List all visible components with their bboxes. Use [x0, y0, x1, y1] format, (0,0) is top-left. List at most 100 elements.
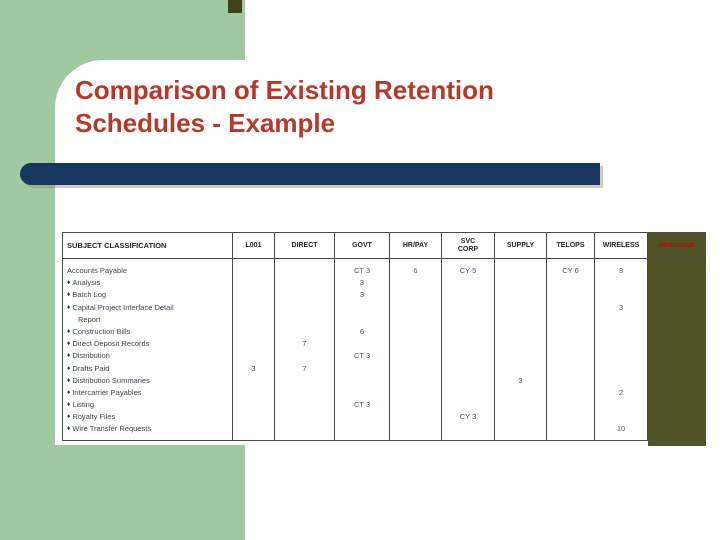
- cell-value-govt: 3: [359, 278, 365, 288]
- cell-value-supply: [495, 289, 546, 301]
- cell-value-proposed: [648, 338, 705, 350]
- cell-value-telops: [547, 350, 594, 362]
- cell-value-hrpay: [390, 387, 441, 399]
- cell-value-direct: [275, 277, 334, 289]
- cell-value-wireless: 3: [618, 266, 624, 275]
- cell-value-l001: [233, 302, 274, 314]
- cell-value-wireless: [595, 350, 647, 362]
- cell-value-svc: [442, 289, 494, 301]
- subject-item: ♦ Drafts Paid: [63, 363, 232, 375]
- cell-value-govt: 3: [359, 290, 365, 300]
- cell-value-telops: [547, 277, 594, 289]
- subject-label: Batch Log: [72, 290, 107, 300]
- diamond-bullet-icon: ♦: [67, 303, 71, 311]
- cell-value-direct: 7: [302, 363, 307, 373]
- column-header-govt: GOVT: [335, 233, 390, 259]
- subject-label: Direct Deposit Records: [72, 339, 150, 349]
- cell-value-proposed: [648, 326, 705, 338]
- subject-item: ♦ Listing: [63, 399, 232, 411]
- cell-value-telops: [547, 387, 594, 399]
- cell-value-hrpay: [390, 326, 441, 338]
- subject-item: ♦ Distribution Summaries: [63, 375, 232, 387]
- diamond-bullet-icon: ♦: [67, 340, 71, 348]
- cell-value-telops: [547, 326, 594, 338]
- cell-value-hrpay: [390, 277, 441, 289]
- cell-value-telops: CY 6: [562, 266, 579, 275]
- cell-value-govt: [335, 375, 389, 387]
- cell-value-l001: [233, 277, 274, 289]
- subject-item: ♦ Intercarrier Payables: [63, 387, 232, 399]
- subject-item: ♦ Wire Transfer Requests: [63, 423, 232, 435]
- cell-value-wireless: [595, 338, 647, 350]
- subject-label: Distribution: [72, 351, 110, 361]
- cell-value-l001: [233, 326, 274, 338]
- cell-value-hrpay: [390, 350, 441, 362]
- cell-value-hrpay: [390, 302, 441, 314]
- cell-value-govt: [335, 423, 389, 435]
- subject-label: Listing: [72, 400, 95, 410]
- diamond-bullet-icon: ♦: [67, 413, 71, 421]
- cell-value-wireless: [595, 411, 647, 423]
- cell-value-direct: [275, 350, 334, 362]
- subject-item: ♦ Distribution: [63, 350, 232, 362]
- cell-value-govt: CT 3: [353, 400, 371, 410]
- subject-label: Wire Transfer Requests: [72, 424, 152, 434]
- cell-value-direct: [275, 326, 334, 338]
- retention-schedule-table: SUBJECT CLASSIFICATION L001 DIRECT GOVT HR/P…: [62, 232, 706, 441]
- table-column-supply: 3: [495, 259, 547, 441]
- cell-value-supply: [495, 302, 546, 314]
- cell-value-svc: CY 3: [459, 412, 477, 422]
- column-header-hrpay: HR/PAY: [390, 233, 442, 259]
- subject-label: Capital Project Interface Detail: [72, 302, 174, 312]
- cell-value-supply: [495, 399, 546, 411]
- subject-label: Analysis: [72, 278, 101, 288]
- cell-value-telops: [547, 338, 594, 350]
- column-header-supply: SUPPLY: [495, 233, 547, 259]
- cell-value-direct: [275, 314, 334, 326]
- cell-value-govt: [335, 338, 389, 350]
- cell-value-proposed: [648, 314, 705, 326]
- cell-value-svc: [442, 423, 494, 435]
- cell-value-wireless: [595, 375, 647, 387]
- cell-value-proposed: [648, 363, 705, 375]
- column-header-subject: SUBJECT CLASSIFICATION: [63, 233, 233, 259]
- cell-value-govt: [335, 314, 389, 326]
- table-column-telops: CY 6: [547, 259, 595, 441]
- cell-value-proposed: [648, 375, 705, 387]
- cell-value-direct: [275, 265, 334, 277]
- cell-value-svc: [442, 387, 494, 399]
- cell-value-l001: [233, 289, 274, 301]
- cell-value-supply: [495, 363, 546, 375]
- cell-value-govt: [335, 363, 389, 375]
- table-column-wireless: 3 3 2 10: [595, 259, 648, 441]
- column-header-wireless: WIRELESS: [595, 233, 648, 259]
- cell-value-proposed: [648, 387, 705, 399]
- cell-value-l001: [233, 387, 274, 399]
- cell-value-hrpay: [390, 399, 441, 411]
- cell-value-l001: [233, 411, 274, 423]
- cell-value-direct: [275, 302, 334, 314]
- diamond-bullet-icon: ♦: [67, 376, 71, 384]
- table-body: Accounts Payable ♦ Analysis ♦ Batch Log ♦ Capi…: [63, 259, 706, 441]
- cell-value-l001: [233, 350, 274, 362]
- cell-value-wireless: [595, 326, 647, 338]
- subject-item: ♦ Royalty Files: [63, 411, 232, 423]
- cell-value-hrpay: [390, 289, 441, 301]
- cell-value-telops: [547, 314, 594, 326]
- cell-value-govt: 6: [359, 326, 365, 336]
- cell-value-wireless: 3: [618, 302, 624, 312]
- cell-value-l001: [233, 314, 274, 326]
- cell-value-hrpay: [390, 411, 441, 423]
- diamond-bullet-icon: ♦: [67, 401, 71, 409]
- cell-value-supply: [495, 265, 546, 277]
- cell-value-wireless: [595, 399, 647, 411]
- cell-value-telops: [547, 302, 594, 314]
- cell-value-svc: [442, 399, 494, 411]
- diamond-bullet-icon: ♦: [67, 352, 71, 360]
- cell-value-svc: [442, 302, 494, 314]
- cell-value-proposed: [648, 399, 705, 411]
- cell-value-hrpay: [390, 375, 441, 387]
- cell-value-wireless: [595, 314, 647, 326]
